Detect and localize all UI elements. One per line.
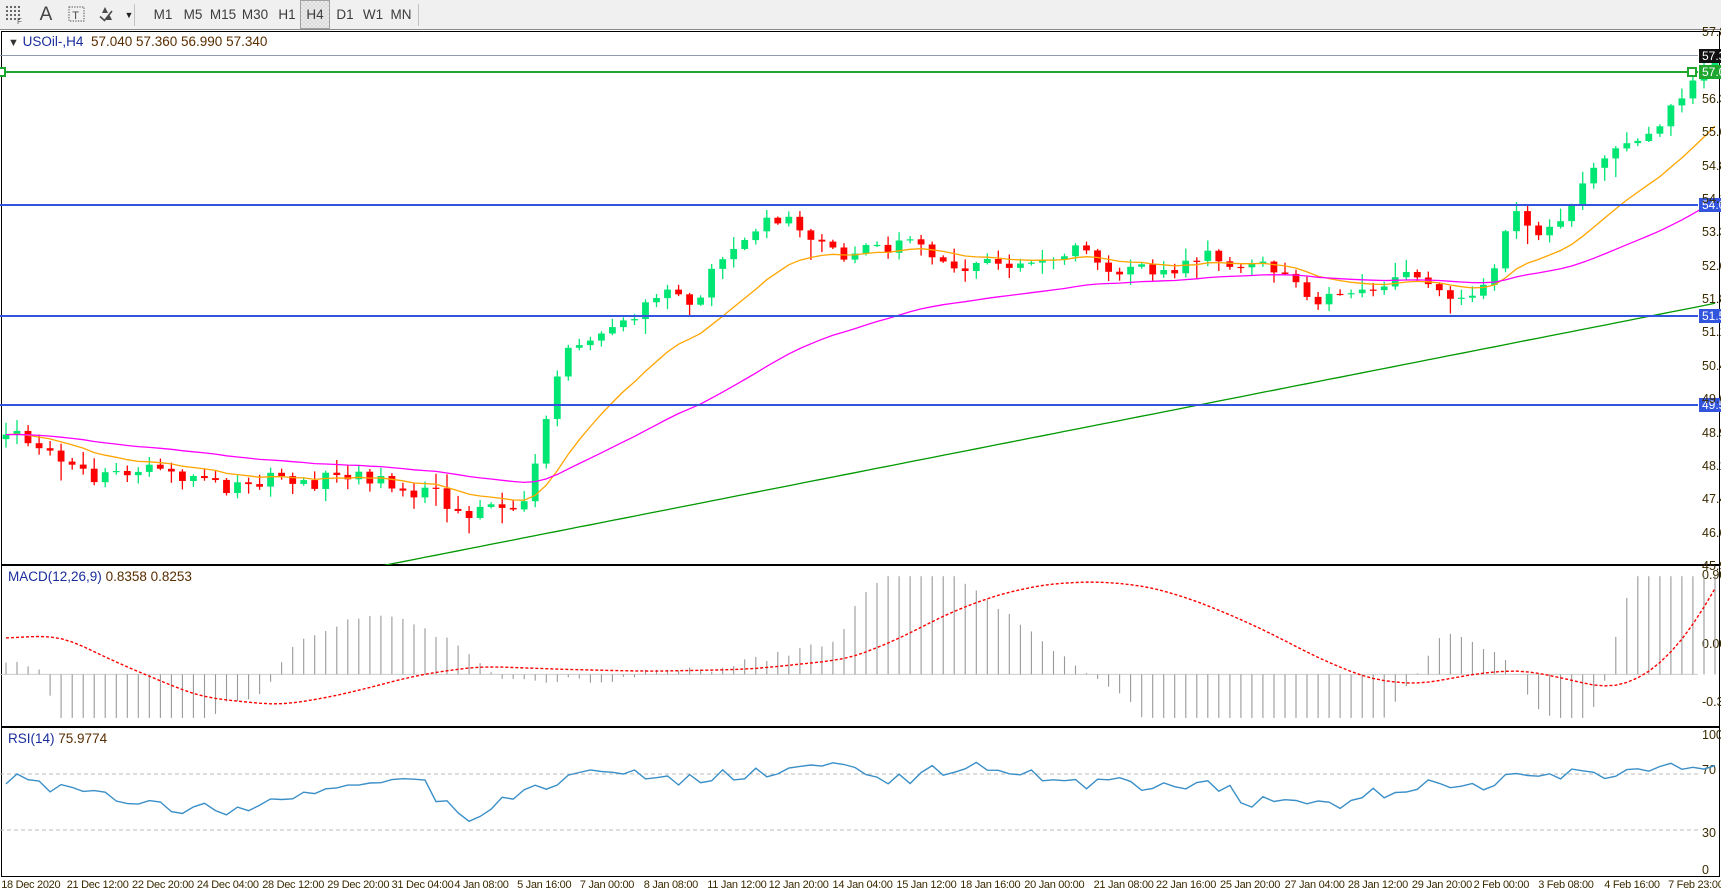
svg-text:F: F <box>17 17 22 25</box>
svg-text:T: T <box>72 10 79 22</box>
